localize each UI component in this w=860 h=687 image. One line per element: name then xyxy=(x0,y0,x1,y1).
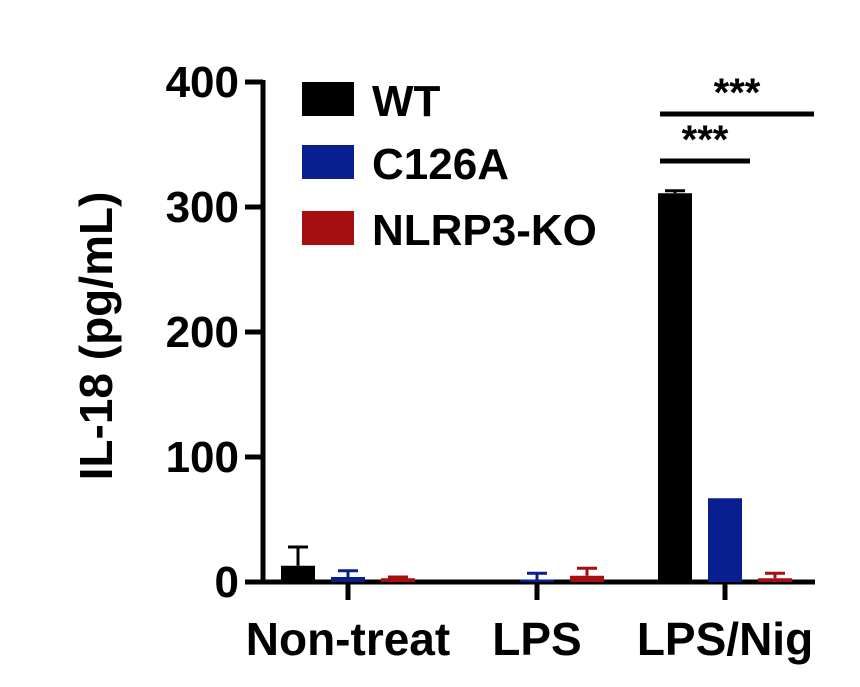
y-tick-label: 300 xyxy=(166,183,239,232)
x-tick-label: LPS xyxy=(492,613,581,665)
y-tick-label: 100 xyxy=(166,433,239,482)
legend-swatch-nlrp3-ko xyxy=(302,211,354,245)
y-tick-label: 200 xyxy=(166,308,239,357)
bar-c126a-non-treat xyxy=(331,577,365,582)
x-tick-label: LPS/Nig xyxy=(637,613,813,665)
bar-nlrp3-ko-lps xyxy=(570,575,604,582)
significance-annotations: ****** xyxy=(660,71,814,164)
x-axis: Non-treat LPS LPS/Nig xyxy=(246,579,815,665)
y-tick-label: 0 xyxy=(215,558,239,607)
bar-c126a-lps xyxy=(520,579,554,582)
legend-label-c126a: C126A xyxy=(372,140,509,189)
bar-nlrp3-ko-non-treat xyxy=(381,578,415,582)
bar-wt-lps-nig xyxy=(658,193,692,582)
legend-label-nlrp3-ko: NLRP3-KO xyxy=(372,206,597,255)
legend: WT C126A NLRP3-KO xyxy=(302,77,597,255)
bars xyxy=(281,189,792,582)
legend-swatch-c126a xyxy=(302,145,354,179)
significance-label: *** xyxy=(714,71,761,115)
bar-c126a-lps-nig xyxy=(708,498,742,582)
legend-label-wt: WT xyxy=(372,77,441,126)
x-tick-label: Non-treat xyxy=(246,613,450,665)
legend-swatch-wt xyxy=(302,82,354,116)
y-axis-label: IL-18 (pg/mL) xyxy=(70,192,122,481)
bar-nlrp3-ko-lps-nig xyxy=(758,578,792,582)
significance-label: *** xyxy=(682,118,729,162)
bar-wt-non-treat xyxy=(281,565,315,582)
y-axis: 0 100 200 300 400 xyxy=(166,58,266,607)
y-tick-label: 400 xyxy=(166,58,239,107)
